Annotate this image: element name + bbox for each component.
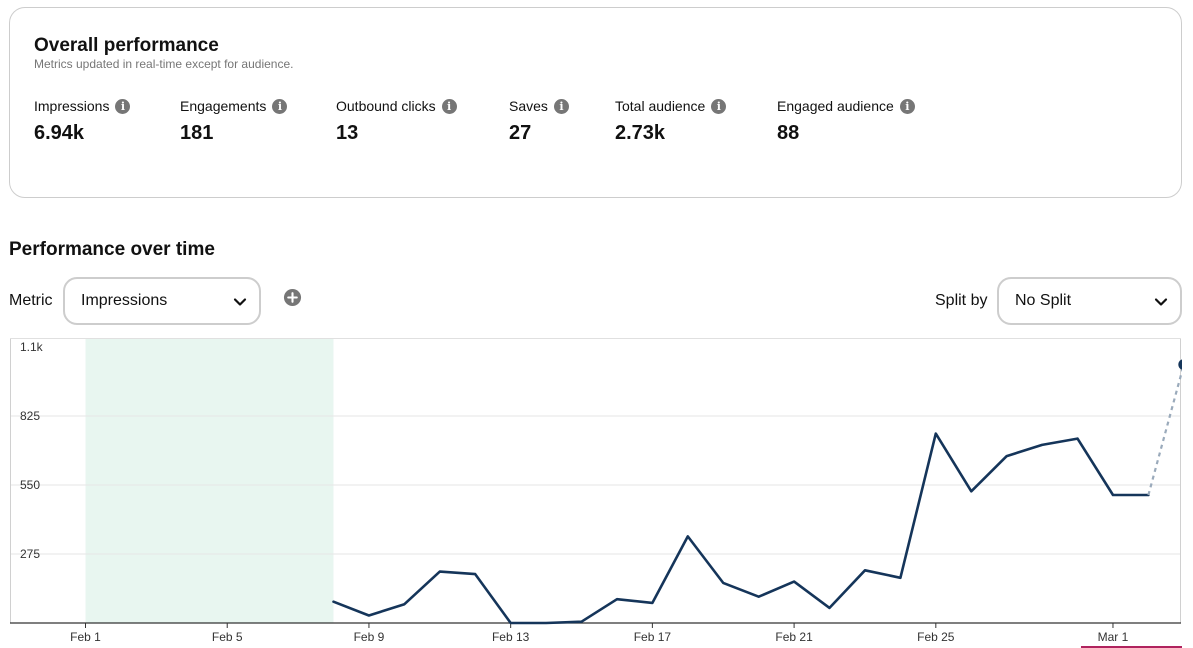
impressions-line bbox=[332, 432, 1150, 625]
x-tick-label: Feb 13 bbox=[492, 630, 530, 644]
x-tick-label: Feb 5 bbox=[212, 630, 243, 644]
performance-chart: 1.1k 825 550 275 Feb 1 Feb 5 Feb 9 Feb 13 Feb 17… bbox=[10, 338, 1182, 648]
y-tick-label: 1.1k bbox=[20, 340, 44, 354]
x-tick-label: Feb 17 bbox=[634, 630, 672, 644]
info-icon[interactable]: i bbox=[899, 98, 915, 114]
performance-chart-svg: 1.1k 825 550 275 Feb 1 Feb 5 Feb 9 Feb 13 Feb 17… bbox=[10, 338, 1182, 648]
metric-value: 88 bbox=[777, 122, 800, 144]
info-icon[interactable]: i bbox=[441, 98, 457, 114]
metric-engaged-audience: Engaged audience i 88 bbox=[777, 98, 915, 145]
performance-over-time-title: Performance over time bbox=[9, 239, 215, 260]
overall-performance-card: Overall performance Metrics updated in r… bbox=[9, 7, 1182, 198]
info-icon[interactable]: i bbox=[553, 98, 569, 114]
metric-label: Saves bbox=[509, 98, 548, 114]
info-icon[interactable]: i bbox=[711, 98, 727, 114]
metric-impressions: Impressions i 6.94k bbox=[34, 98, 131, 145]
info-icon[interactable]: i bbox=[115, 98, 131, 114]
metric-select-value: Impressions bbox=[81, 292, 168, 309]
x-tick-label: Feb 9 bbox=[354, 630, 385, 644]
metric-label: Engagements bbox=[180, 98, 267, 114]
metric-label: Engaged audience bbox=[777, 98, 894, 114]
metric-select[interactable]: Impressions bbox=[63, 277, 261, 325]
chevron-down-icon bbox=[233, 298, 247, 306]
x-tick-label: Mar 1 bbox=[1098, 630, 1129, 644]
accent-underline bbox=[1080, 646, 1182, 648]
metric-label: Impressions bbox=[34, 98, 110, 114]
chevron-down-icon bbox=[1154, 298, 1168, 306]
metric-label: Outbound clicks bbox=[336, 98, 436, 114]
x-tick-label: Feb 1 bbox=[70, 630, 101, 644]
overall-performance-subtitle: Metrics updated in real-time except for … bbox=[34, 57, 294, 71]
add-metric-button[interactable] bbox=[283, 288, 302, 307]
split-select-value: No Split bbox=[1015, 292, 1072, 309]
y-tick-label: 275 bbox=[20, 547, 40, 561]
metric-value: 13 bbox=[336, 122, 359, 144]
metric-value: 2.73k bbox=[615, 122, 666, 144]
x-tick-label: Feb 25 bbox=[917, 630, 955, 644]
overall-performance-title: Overall performance bbox=[34, 35, 219, 56]
metric-label: Total audience bbox=[615, 98, 706, 114]
metric-value: 6.94k bbox=[34, 122, 85, 144]
projection-point bbox=[1178, 359, 1182, 370]
metric-outbound-clicks: Outbound clicks i 13 bbox=[336, 98, 457, 145]
metric-engagements: Engagements i 181 bbox=[180, 98, 288, 145]
metric-saves: Saves i 27 bbox=[509, 98, 569, 145]
info-icon[interactable]: i bbox=[272, 98, 288, 114]
metric-value: 27 bbox=[509, 122, 532, 144]
projection-line bbox=[1147, 367, 1182, 496]
split-by-label: Split by bbox=[935, 292, 988, 309]
x-tick-label: Feb 21 bbox=[775, 630, 813, 644]
highlight-band bbox=[85, 338, 334, 623]
metric-total-audience: Total audience i 2.73k bbox=[615, 98, 727, 145]
y-tick-label: 550 bbox=[20, 478, 40, 492]
y-tick-label: 825 bbox=[20, 409, 40, 423]
metric-value: 181 bbox=[180, 122, 214, 144]
split-by-select[interactable]: No Split bbox=[997, 277, 1182, 325]
metric-selector-label: Metric bbox=[9, 292, 53, 309]
